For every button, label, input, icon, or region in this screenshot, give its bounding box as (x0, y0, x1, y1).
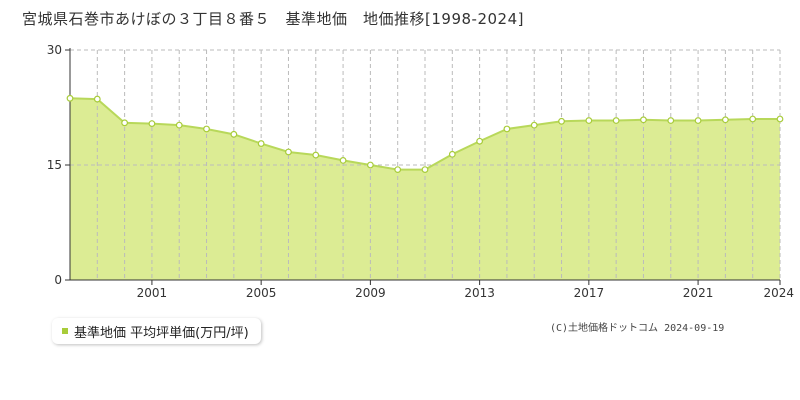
data-point (148, 120, 156, 127)
data-point (175, 121, 183, 129)
area-fill (70, 98, 780, 280)
legend-marker (62, 328, 68, 334)
y-tick-label: 15 (47, 158, 62, 172)
data-point (448, 150, 456, 158)
data-point (66, 94, 74, 102)
data-point (93, 95, 101, 103)
credit-text: (C)土地価格ドットコム 2024-09-19 (550, 323, 725, 334)
y-tick-label: 0 (54, 273, 62, 287)
x-tick-label: 2024 (763, 286, 794, 300)
data-point (640, 116, 647, 124)
legend: 基準地価 平均坪単価(万円/坪) (52, 318, 261, 344)
data-point (612, 117, 620, 124)
data-point (503, 125, 511, 133)
x-tick-label: 2001 (137, 286, 168, 300)
data-point (257, 140, 265, 147)
data-point (530, 121, 538, 129)
legend-label: 基準地価 平均坪単価(万円/坪) (74, 325, 249, 341)
data-point (776, 115, 784, 123)
x-tick-label: 2009 (355, 286, 386, 300)
data-point (749, 115, 757, 123)
data-point (285, 148, 292, 156)
data-point (667, 117, 675, 124)
data-point (312, 151, 320, 159)
chart-title: 宮城県石巻市あけぼの３丁目８番５ 基準地価 地価推移[1998-2024] (22, 10, 524, 28)
data-point (230, 130, 238, 138)
x-tick-label: 2005 (246, 286, 277, 300)
data-point (421, 166, 429, 174)
data-point (694, 117, 702, 124)
data-point (394, 166, 402, 174)
data-point (558, 117, 565, 125)
x-tick-label: 2017 (574, 286, 605, 300)
data-point (121, 119, 129, 127)
y-tick-label: 30 (47, 43, 62, 57)
data-point (339, 156, 347, 164)
x-tick-label: 2013 (464, 286, 495, 300)
data-point (721, 116, 729, 124)
data-point (366, 161, 374, 169)
x-tick-label: 2021 (683, 286, 714, 300)
data-point (203, 125, 210, 133)
data-point (476, 137, 484, 145)
data-point (585, 117, 593, 124)
